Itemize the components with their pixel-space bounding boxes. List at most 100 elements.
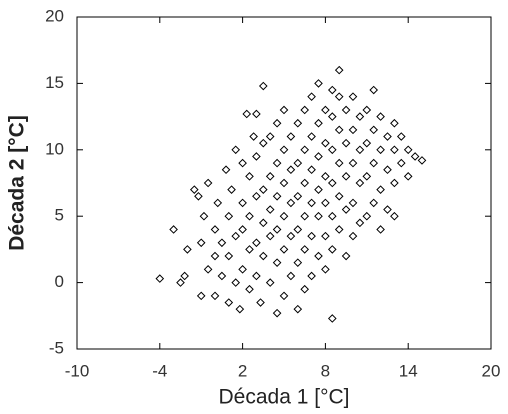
point	[410, 152, 420, 161]
point	[249, 132, 258, 141]
point	[327, 178, 337, 188]
y-tick-label: 5	[55, 206, 64, 225]
point	[321, 138, 330, 148]
point	[327, 245, 337, 254]
point	[369, 198, 379, 208]
point	[307, 271, 316, 281]
point	[252, 109, 261, 119]
point	[293, 191, 303, 201]
point	[376, 225, 385, 234]
point	[403, 145, 413, 155]
point	[252, 238, 261, 248]
point	[348, 158, 358, 168]
point	[341, 138, 351, 148]
point	[245, 211, 254, 221]
point	[286, 271, 296, 281]
point	[355, 145, 365, 155]
point	[383, 205, 392, 214]
x-tick-label: 20	[482, 361, 501, 380]
point	[279, 178, 289, 188]
point	[362, 172, 372, 181]
point	[327, 85, 337, 95]
y-tick-label: -5	[49, 338, 64, 357]
point	[183, 245, 192, 254]
point	[293, 118, 303, 128]
y-tick-label: 15	[45, 73, 64, 92]
point	[369, 125, 379, 135]
point	[199, 211, 209, 221]
point	[265, 278, 275, 287]
x-tick-label: 14	[399, 361, 418, 380]
point	[279, 245, 289, 254]
point	[307, 231, 316, 241]
y-tick-label: 20	[45, 6, 64, 25]
x-axis-title: Década 1 [°C]	[219, 386, 350, 409]
x-tick-label: 2	[238, 361, 247, 380]
point	[279, 145, 289, 155]
point	[272, 191, 282, 201]
point	[235, 304, 245, 314]
point	[196, 238, 206, 248]
point	[321, 231, 330, 241]
point	[376, 145, 385, 155]
point	[210, 291, 220, 301]
point	[321, 172, 330, 181]
x-tick-label: -10	[65, 361, 90, 380]
x-tick-label: 8	[321, 361, 330, 380]
point	[293, 158, 303, 168]
point	[252, 152, 261, 161]
point	[334, 65, 344, 75]
point	[362, 211, 372, 221]
point	[238, 225, 247, 234]
point	[224, 251, 234, 261]
point	[272, 308, 282, 318]
point	[341, 172, 351, 181]
point	[217, 271, 227, 281]
point	[293, 304, 303, 314]
point	[265, 132, 275, 141]
point	[279, 105, 289, 115]
point	[300, 245, 310, 254]
point	[238, 265, 247, 274]
point	[194, 191, 203, 201]
point	[327, 112, 337, 121]
point	[334, 191, 344, 201]
point	[334, 125, 344, 135]
point	[217, 238, 227, 248]
point	[348, 231, 358, 241]
point	[238, 158, 247, 168]
point	[369, 85, 379, 95]
point	[238, 198, 247, 208]
point	[300, 178, 310, 188]
point	[258, 138, 268, 148]
point	[258, 251, 268, 261]
point	[300, 211, 310, 221]
point	[272, 158, 282, 168]
point	[300, 284, 310, 294]
point	[341, 105, 351, 115]
point	[293, 258, 303, 267]
y-tick-label: 10	[45, 139, 64, 158]
point	[307, 92, 316, 101]
point	[210, 251, 220, 261]
point	[417, 156, 427, 165]
point	[396, 158, 406, 168]
point	[376, 112, 385, 121]
point	[258, 218, 268, 228]
point	[169, 225, 178, 234]
point	[210, 225, 220, 234]
point	[245, 245, 254, 254]
point	[293, 225, 303, 234]
point	[272, 225, 282, 234]
point	[362, 138, 372, 148]
x-tick-label: -4	[152, 361, 167, 380]
point	[307, 132, 316, 141]
point	[272, 118, 282, 128]
point	[180, 271, 189, 281]
point	[196, 291, 206, 301]
point	[286, 198, 296, 208]
point	[321, 105, 330, 115]
point	[245, 284, 254, 294]
point	[390, 178, 399, 188]
